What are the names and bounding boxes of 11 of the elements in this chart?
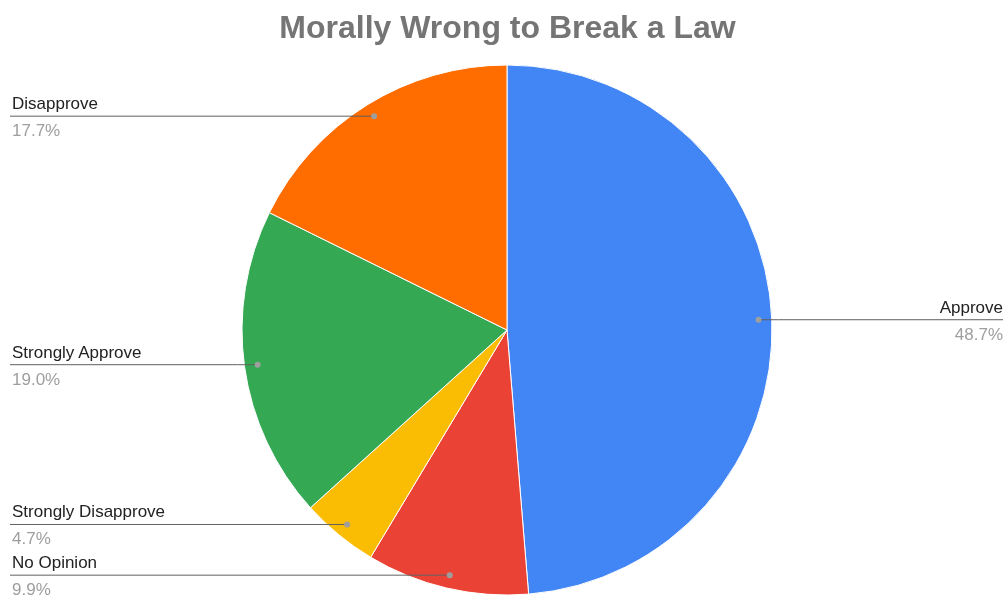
data-label: 17.7% [12, 121, 61, 141]
slice-label: No Opinion [12, 553, 98, 573]
slice-label: Approve [939, 297, 1003, 317]
slice-label: Strongly Disapprove [12, 502, 166, 522]
data-label: 48.7% [954, 324, 1003, 344]
chart-title: Morally Wrong to Break a Law [279, 9, 736, 45]
slice-label: Strongly Approve [12, 342, 142, 362]
data-label: 9.9% [12, 580, 51, 597]
data-label: 4.7% [12, 529, 51, 549]
data-label: 19.0% [12, 369, 61, 389]
slice-label: Disapprove [12, 94, 98, 114]
